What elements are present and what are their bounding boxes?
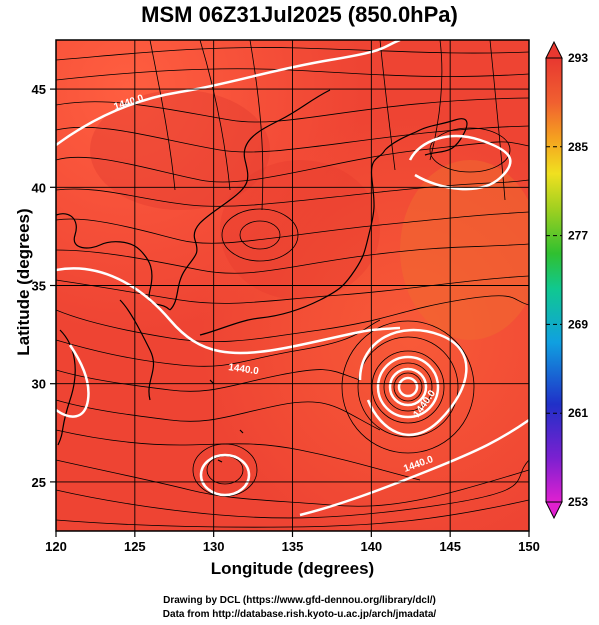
credit-data-source: Data from http://database.rish.kyoto-u.a… bbox=[162, 609, 437, 620]
colorbar-gradient bbox=[545, 57, 563, 503]
colorbar-top-arrow bbox=[545, 40, 563, 59]
x-axis-label: Longitude (degrees) bbox=[210, 559, 375, 578]
y-tick-label: 40 bbox=[32, 180, 46, 195]
x-tick-label: 140 bbox=[360, 539, 382, 554]
colorbar-tick-label: 277 bbox=[568, 229, 588, 243]
y-axis-ticks: 25 30 35 40 45 bbox=[32, 82, 56, 490]
y-tick-label: 25 bbox=[32, 475, 46, 490]
colorbar-tick-label: 269 bbox=[568, 317, 588, 331]
x-tick-label: 135 bbox=[282, 539, 304, 554]
x-tick-label: 125 bbox=[124, 539, 146, 554]
map-title: MSM 06Z31Jul2025 (850.0hPa) bbox=[141, 2, 458, 27]
x-tick-label: 150 bbox=[518, 539, 540, 554]
x-tick-label: 145 bbox=[439, 539, 461, 554]
colorbar-ticks: 293 285 277 269 261 253 bbox=[546, 51, 588, 509]
colorbar-tick-label: 261 bbox=[568, 406, 588, 420]
grid-lines bbox=[56, 40, 529, 531]
y-tick-label: 45 bbox=[32, 82, 46, 97]
y-axis-label: Latitude (degrees) bbox=[14, 208, 33, 356]
x-tick-label: 130 bbox=[203, 539, 225, 554]
contour-label: 1440.0 bbox=[228, 362, 260, 377]
wind-streamlines bbox=[56, 40, 529, 528]
x-tick-label: 120 bbox=[45, 539, 67, 554]
colorbar: 293 285 277 269 261 253 bbox=[545, 40, 588, 520]
y-tick-label: 35 bbox=[32, 279, 46, 294]
colorbar-tick-label: 253 bbox=[568, 495, 588, 509]
colorbar-tick-label: 285 bbox=[568, 140, 588, 154]
coastlines bbox=[56, 89, 468, 463]
colorbar-tick-label: 293 bbox=[568, 51, 588, 65]
x-axis-ticks: 120 125 130 135 140 145 150 bbox=[45, 531, 540, 554]
height-contours bbox=[56, 40, 529, 517]
y-tick-label: 30 bbox=[32, 377, 46, 392]
colorbar-bottom-arrow bbox=[545, 501, 563, 520]
credit-dcl: Drawing by DCL (https://www.gfd-dennou.o… bbox=[163, 595, 436, 606]
